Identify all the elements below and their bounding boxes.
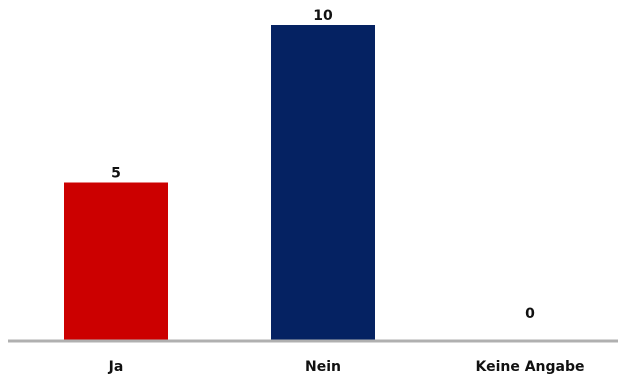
- bars-group: [64, 25, 375, 340]
- category-label-keine-angabe: Keine Angabe: [475, 359, 584, 375]
- category-labels-group: Ja Nein Keine Angabe: [108, 359, 585, 375]
- value-label-keine-angabe: 0: [525, 306, 535, 322]
- category-label-ja: Ja: [108, 359, 124, 375]
- bar-ja: [64, 182, 168, 340]
- bar-nein: [271, 25, 375, 340]
- value-label-ja: 5: [111, 166, 121, 182]
- value-labels-group: 5 10 0: [111, 8, 535, 322]
- value-label-nein: 10: [313, 8, 333, 24]
- category-label-nein: Nein: [305, 359, 341, 375]
